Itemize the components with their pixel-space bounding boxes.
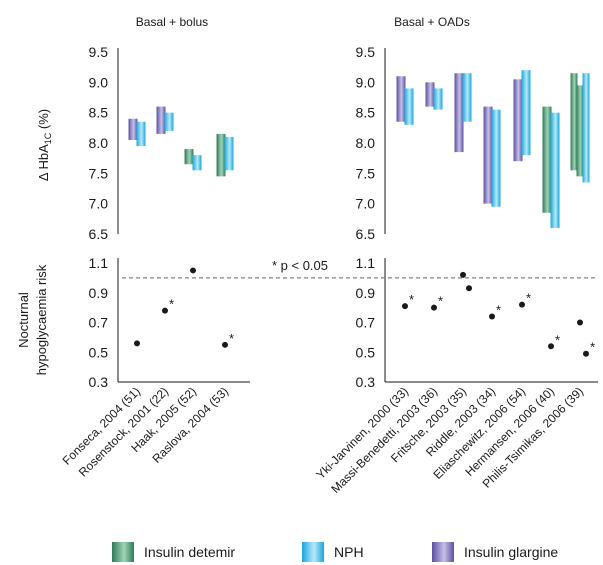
- hba1c-axis-label: Δ HbA1C (%): [36, 109, 53, 181]
- basal-oad-bar-glargine: [513, 79, 523, 162]
- basal-oad-bar-detemir: [576, 85, 584, 177]
- hba1c-axis-label-sub: 1C: [43, 132, 53, 144]
- left-panel-title: Basal + bolus: [136, 15, 208, 29]
- basal-oad-bar-nph: [521, 70, 531, 156]
- right-panel-title: Basal + OADs: [394, 15, 470, 29]
- legend-label-nph: NPH: [334, 544, 364, 560]
- left-hypo-tick-label: 0.3: [89, 374, 109, 390]
- left-hypo-tick-label: 0.7: [89, 315, 109, 331]
- basal-oad-bar-nph: [491, 109, 501, 207]
- basal-oad-risk-point: [577, 319, 583, 326]
- basal-oad-significance-marker: *: [409, 292, 414, 307]
- basal-oad-bar-glargine: [483, 106, 493, 204]
- right-hypo-tick-label: 0.5: [356, 344, 376, 360]
- basal-oad-risk-point: [431, 304, 437, 311]
- basal-bolus-bar-detemir: [184, 149, 194, 165]
- basal-oad-bar-nph: [404, 88, 414, 125]
- basal-oad-bar-glargine: [396, 76, 406, 122]
- basal-oad-risk-point: [402, 303, 408, 310]
- basal-bolus-significance-marker: *: [229, 331, 234, 346]
- basal-bolus-bar-nph: [136, 121, 146, 147]
- legend-label-detemir: Insulin detemir: [144, 544, 235, 560]
- basal-bolus-bar-glargine: [128, 118, 138, 140]
- left-hypo-tick-label: 0.9: [89, 285, 109, 301]
- basal-bolus-risk-point: [190, 267, 196, 274]
- right-hba1c-tick-label: 8.0: [356, 135, 376, 151]
- basal-bolus-bar-detemir: [216, 133, 226, 177]
- basal-bolus-bar-nph: [164, 112, 174, 131]
- left-hypo-axis: [117, 258, 250, 383]
- basal-oad-bar-nph: [582, 73, 590, 183]
- right-hba1c-tick-label: 7.0: [356, 196, 376, 212]
- basal-oad-significance-marker: *: [590, 340, 595, 355]
- basal-bolus-significance-marker: *: [169, 297, 174, 312]
- basal-oad-risk-point: [583, 350, 589, 357]
- left-hba1c-tick-label: 8.5: [89, 105, 109, 121]
- basal-oad-significance-marker: *: [526, 291, 531, 306]
- basal-oad-risk-point: [548, 343, 554, 350]
- right-hba1c-tick-label: 9.5: [356, 44, 376, 60]
- right-hypo-axis: [384, 258, 598, 383]
- basal-oad-significance-marker: *: [496, 303, 501, 318]
- left-hba1c-tick-label: 7.0: [89, 196, 109, 212]
- legend-swatch-glargine: [432, 542, 454, 562]
- hba1c-axis-label-text: Δ HbA: [36, 144, 51, 181]
- left-hba1c-tick-label: 9.5: [89, 44, 109, 60]
- hba1c-axis-label-unit: (%): [36, 109, 51, 133]
- right-hba1c-tick-label: 6.5: [356, 226, 376, 242]
- basal-oad-bar-detemir: [542, 106, 552, 213]
- legend-swatch-detemir: [112, 542, 134, 562]
- left-hba1c-tick-label: 9.0: [89, 74, 109, 90]
- right-hypo-tick-label: 0.7: [356, 315, 376, 331]
- right-hba1c-tick-label: 7.5: [356, 165, 376, 181]
- right-hba1c-tick-label: 8.5: [356, 105, 376, 121]
- basal-oad-bar-glargine: [425, 82, 435, 107]
- basal-bolus-risk-point: [162, 307, 168, 314]
- hypo-axis-label-line2: hypoglycaemia risk: [34, 264, 49, 375]
- basal-oad-risk-point: [460, 271, 466, 278]
- basal-oad-risk-point: [519, 301, 525, 308]
- hypo-axis-label-line1: Nocturnal: [16, 292, 31, 348]
- left-hypo-tick-label: 0.5: [89, 344, 109, 360]
- basal-oad-bar-nph: [462, 73, 472, 122]
- legend-label-glargine: Insulin glargine: [464, 544, 558, 560]
- right-hypo-tick-label: 0.3: [356, 374, 376, 390]
- legend-swatch-nph: [302, 542, 324, 562]
- basal-bolus-risk-point: [222, 341, 228, 348]
- left-hba1c-tick-label: 7.5: [89, 165, 109, 181]
- basal-oad-bar-detemir: [570, 73, 578, 171]
- basal-oad-bar-glargine: [454, 73, 464, 153]
- legend: Insulin detemir NPH Insulin glargine: [112, 542, 558, 562]
- right-hba1c-tick-label: 9.0: [356, 74, 376, 90]
- p-value-note: * p < 0.05: [272, 258, 328, 273]
- basal-bolus-bar-glargine: [156, 106, 166, 134]
- basal-oad-bar-nph: [550, 112, 560, 228]
- left-hba1c-tick-label: 8.0: [89, 135, 109, 151]
- basal-bolus-bar-nph: [224, 136, 234, 171]
- left-hypo-tick-label: 1.1: [89, 255, 109, 271]
- basal-oad-risk-point: [489, 313, 495, 320]
- basal-oad-risk-point: [466, 285, 472, 292]
- basal-oad-significance-marker: *: [555, 332, 560, 347]
- basal-oad-significance-marker: *: [438, 294, 443, 309]
- left-hba1c-tick-label: 6.5: [89, 226, 109, 242]
- basal-bolus-bar-nph: [192, 155, 202, 171]
- right-hypo-tick-label: 1.1: [356, 255, 376, 271]
- right-hypo-tick-label: 0.9: [356, 285, 376, 301]
- basal-oad-bar-nph: [433, 88, 443, 110]
- basal-bolus-risk-point: [134, 340, 140, 347]
